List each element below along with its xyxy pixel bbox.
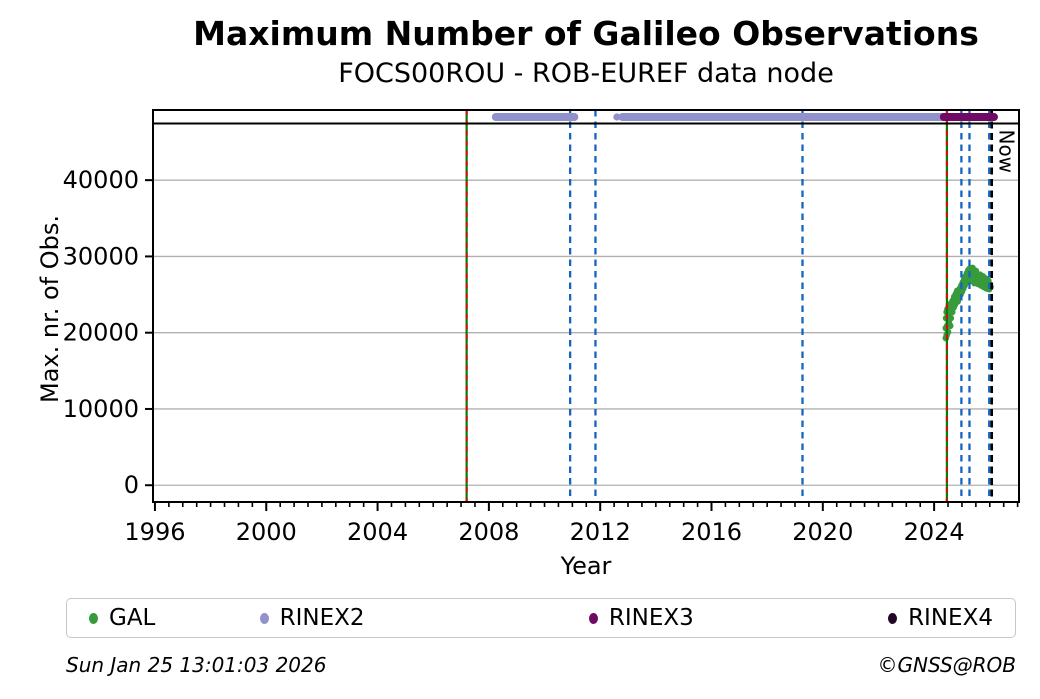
copyright-text: ©GNSS@ROB <box>877 653 1017 677</box>
gal-scatter-point <box>944 328 952 336</box>
axes-frame <box>152 109 1020 503</box>
x-tick-label: 1996 <box>124 518 185 546</box>
x-tick-label: 2012 <box>570 518 631 546</box>
rinex4-marker-icon <box>888 612 898 624</box>
chart-subtitle: FOCS00ROU - ROB-EUREF data node <box>338 58 834 89</box>
x-tick-label: 2008 <box>458 518 519 546</box>
legend-label-rinex4: RINEX4 <box>908 604 993 631</box>
x-tick-label: 2020 <box>792 518 853 546</box>
legend-label-rinex2: RINEX2 <box>279 604 365 631</box>
rinex2-marker-icon <box>259 612 269 624</box>
y-tick-label: 10000 <box>63 395 139 423</box>
y-tick-label: 20000 <box>63 319 139 347</box>
legend-label-rinex3: RINEX3 <box>608 604 694 631</box>
x-tick-label: 2016 <box>681 518 742 546</box>
legend-label-gal: GAL <box>109 604 156 631</box>
x-tick-label: 2024 <box>904 518 965 546</box>
y-tick-label: 40000 <box>63 166 139 194</box>
x-axis-label: Year <box>560 552 612 580</box>
x-tick-label: 2004 <box>347 518 408 546</box>
now-label: Now <box>995 130 1019 174</box>
y-tick-label: 0 <box>124 471 139 499</box>
legend: GAL RINEX2 RINEX3 RINEX4 <box>66 598 1016 638</box>
y-axis-label: Max. nr. of Obs. <box>36 214 64 404</box>
y-tick-label: 30000 <box>63 242 139 270</box>
legend-item-rinex2: RINEX2 <box>259 604 365 631</box>
legend-item-rinex4: RINEX4 <box>888 604 993 631</box>
x-tick-label: 2000 <box>236 518 297 546</box>
gal-marker-icon <box>89 612 98 624</box>
rinex3-marker-icon <box>588 612 598 624</box>
legend-item-gal: GAL <box>89 604 156 631</box>
legend-item-rinex3: RINEX3 <box>588 604 694 631</box>
chart-title: Maximum Number of Galileo Observations <box>193 14 979 53</box>
gal-scatter-point <box>946 322 954 330</box>
timestamp-text: Sun Jan 25 13:01:03 2026 <box>66 653 327 677</box>
chart-plot-area: 0 10000 20000 30000 40000 1996 2000 2004 2008 201… <box>63 109 1020 546</box>
rinex2-strip-point <box>613 113 621 121</box>
gal-scatter-point <box>947 314 955 322</box>
